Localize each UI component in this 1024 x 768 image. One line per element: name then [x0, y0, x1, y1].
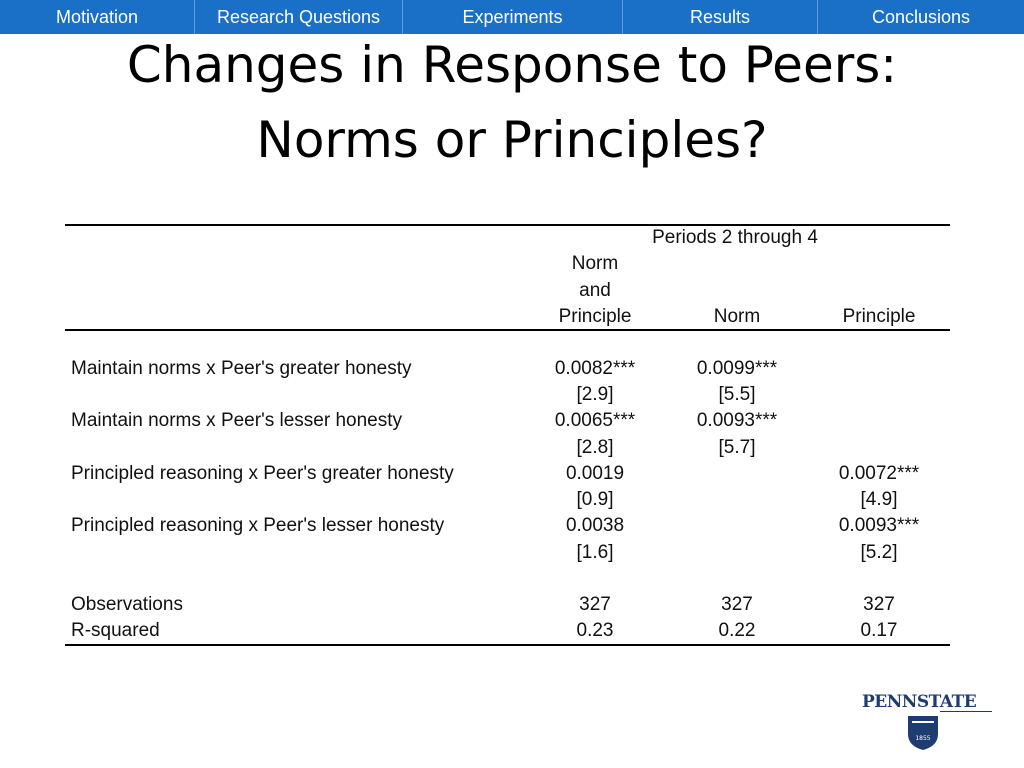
stat-value: 327 — [579, 594, 611, 615]
nav-conclusions[interactable]: Conclusions — [871, 6, 971, 27]
logo-wordmark: PENNSTATE — [862, 692, 977, 712]
row-coef: 0.0038 — [565, 515, 625, 536]
row-tstat: [4.9] — [860, 489, 898, 510]
slide-title-line-1: Changes in Response to Peers: — [126, 36, 898, 94]
row-label: Maintain norms x Peer's greater honesty — [71, 358, 412, 379]
header-rule — [65, 329, 950, 331]
row-coef: 0.0093*** — [696, 410, 778, 431]
row-label: Maintain norms x Peer's lesser honesty — [71, 410, 402, 431]
stat-value: 327 — [863, 594, 895, 615]
logo-rule — [940, 711, 992, 712]
row-coef: 0.0099*** — [696, 358, 778, 379]
col2-header: Norm — [713, 306, 761, 327]
logo-year: 1855 — [915, 735, 930, 742]
table-top-rule — [65, 224, 950, 226]
nav-research-questions[interactable]: Research Questions — [195, 0, 403, 34]
nav-motivation[interactable]: Motivation — [0, 0, 195, 34]
row-tstat: [2.9] — [576, 384, 614, 405]
row-tstat: [0.9] — [576, 489, 614, 510]
nav-results[interactable]: Results — [623, 0, 818, 34]
slide-title-line-2: Norms or Principles? — [256, 111, 768, 169]
row-tstat: [5.5] — [718, 384, 756, 405]
nav-experiments[interactable]: Experiments — [403, 0, 623, 34]
row-coef: 0.0082*** — [554, 358, 636, 379]
regression-table: Periods 2 through 4 Norm and Principle N… — [65, 224, 950, 646]
row-coef: 0.0065*** — [554, 410, 636, 431]
row-tstat: [1.6] — [576, 542, 614, 563]
stat-label: R-squared — [71, 620, 160, 641]
col1-header-line-1: Norm — [571, 253, 619, 274]
stat-value: 327 — [721, 594, 753, 615]
row-tstat: [5.7] — [718, 437, 756, 458]
row-coef: 0.0072*** — [838, 463, 920, 484]
col1-header-line-2: and — [579, 280, 611, 301]
top-navigation: Motivation Research Questions Experiment… — [0, 0, 1024, 34]
slide-title: Changes in Response to Peers: Norms or P… — [0, 28, 1024, 178]
shield-icon: 1855 — [908, 716, 938, 750]
row-label: Principled reasoning x Peer's greater ho… — [71, 463, 454, 484]
stat-value: 0.22 — [718, 620, 756, 641]
row-coef: 0.0093*** — [838, 515, 920, 536]
row-tstat: [2.8] — [576, 437, 614, 458]
row-coef: 0.0019 — [565, 463, 625, 484]
stat-value: 0.17 — [860, 620, 898, 641]
col3-header: Principle — [842, 306, 916, 327]
col1-header-line-3: Principle — [558, 306, 632, 327]
stat-label: Observations — [71, 594, 183, 615]
group-header: Periods 2 through 4 — [652, 227, 818, 248]
stat-value: 0.23 — [576, 620, 614, 641]
row-tstat: [5.2] — [860, 542, 898, 563]
row-label: Principled reasoning x Peer's lesser hon… — [71, 515, 445, 536]
pennstate-logo: PENNSTATE 1855 — [858, 690, 998, 756]
table-bottom-rule — [65, 644, 950, 646]
